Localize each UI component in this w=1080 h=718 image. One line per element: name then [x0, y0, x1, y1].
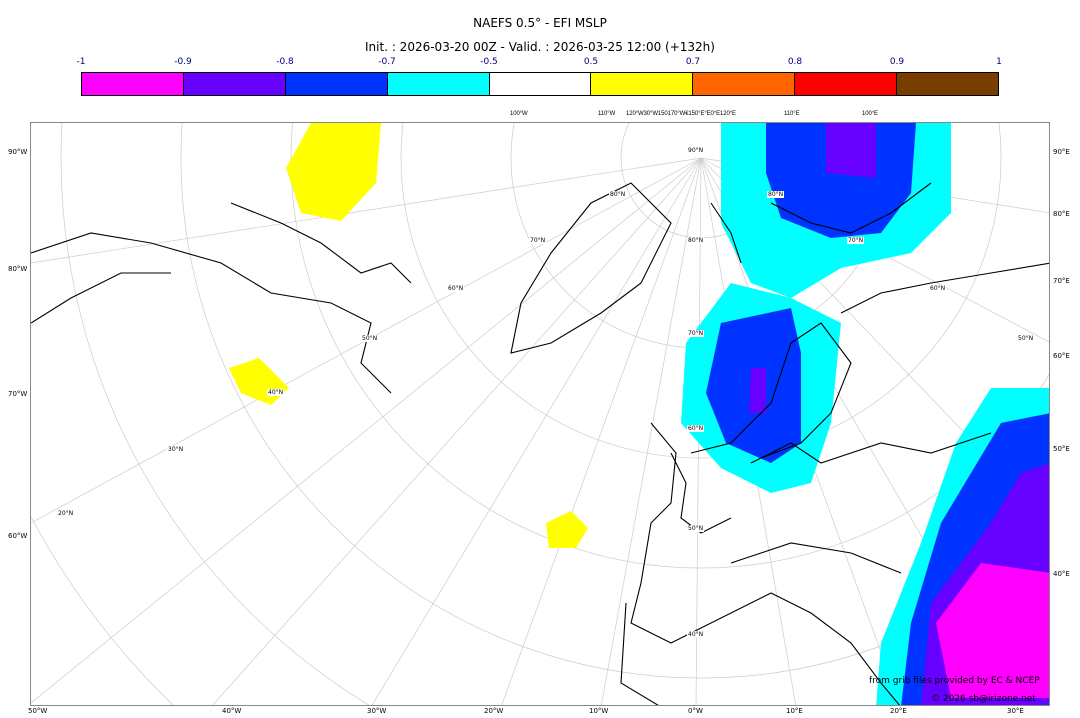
- lat-label: 30°N: [167, 446, 185, 453]
- map-title: NAEFS 0.5° - EFI MSLP: [473, 16, 607, 30]
- colorbar-tick-label: -0.7: [378, 57, 396, 67]
- efi-yellow-region-atlantic-2: [546, 511, 588, 548]
- axis-label-left: 60°W: [8, 532, 28, 540]
- colorbar-tick-label: -1: [76, 57, 86, 67]
- axis-label-top: 110°E: [784, 111, 800, 117]
- lat-label: 40°N: [267, 389, 285, 396]
- axis-label-bottom: 30°W: [367, 707, 387, 715]
- efi-yellow-region-hudson: [286, 123, 381, 221]
- axis-label-right: 60°E: [1053, 352, 1070, 360]
- colorbar-tick-label: 0.5: [583, 57, 599, 67]
- colorbar-tick-label: 0.9: [889, 57, 905, 67]
- efi-magenta-region-east: [936, 563, 1049, 698]
- axis-label-bottom: 0°W: [688, 707, 703, 715]
- axis-label-bottom: 20°W: [484, 707, 504, 715]
- lat-label: 80°N: [767, 191, 785, 198]
- colorbar-segment: [387, 73, 490, 95]
- axis-label-bottom: 30°E: [1007, 707, 1024, 715]
- lat-label: 50°N: [361, 335, 379, 342]
- colorbar-tick-label: 0.8: [787, 57, 803, 67]
- colorbar-tick-label: 1: [996, 57, 1002, 67]
- axis-label-top: 100°W: [510, 111, 528, 117]
- axis-label-top: 110°W: [598, 111, 616, 117]
- axis-label-right: 80°E: [1053, 210, 1070, 218]
- colorbar-segment: [693, 73, 796, 95]
- lat-label: 60°N: [929, 285, 947, 292]
- axis-label-right: 50°E: [1053, 445, 1070, 453]
- colorbar-segment: [82, 73, 184, 95]
- colorbar-segment: [183, 73, 286, 95]
- credit-data-source: from grib files provided by EC & NCEP: [869, 676, 1040, 686]
- axis-label-top: 100°E: [862, 111, 878, 117]
- axis-label-bottom: 20°E: [890, 707, 907, 715]
- credit-copyright: © 2026 sb@irizone.net: [931, 694, 1036, 704]
- axis-label-bottom: 40°W: [222, 707, 242, 715]
- colorbar-segment: [795, 73, 898, 95]
- efi-violet-region-scandinavia: [749, 368, 766, 413]
- lat-label: 40°N: [687, 631, 705, 638]
- lat-label: 90°N: [687, 147, 705, 154]
- lat-label: 70°N: [529, 237, 547, 244]
- axis-label-bottom: 50°W: [28, 707, 48, 715]
- colorbar: [81, 72, 999, 96]
- coastlines: [31, 182, 1049, 705]
- lat-label: 50°N: [687, 525, 705, 532]
- axis-label-right: 70°E: [1053, 277, 1070, 285]
- axis-label-bottom: 10°E: [786, 707, 803, 715]
- lat-label: 80°N: [687, 237, 705, 244]
- lat-label: 60°N: [447, 285, 465, 292]
- colorbar-segment: [591, 73, 694, 95]
- efi-blue-region-north: [766, 123, 916, 238]
- efi-shading: [229, 123, 1049, 705]
- colorbar-tick-label: -0.5: [480, 57, 498, 67]
- lat-label: 50°N: [1017, 335, 1035, 342]
- colorbar-segment: [897, 73, 999, 95]
- axis-label-left: 70°W: [8, 390, 28, 398]
- lat-label: 60°N: [687, 425, 705, 432]
- colorbar-segment: [489, 73, 592, 95]
- axis-label-bottom: 10°W: [589, 707, 609, 715]
- efi-yellow-region-atlantic-1: [229, 358, 289, 405]
- colorbar-tick-label: -0.9: [174, 57, 192, 67]
- axis-label-top: 120°W30°W150170°W€150°E°E0°E120°E: [626, 111, 736, 117]
- axis-label-right: 90°E: [1053, 148, 1070, 156]
- map-canvas: [31, 123, 1049, 705]
- axis-label-right: 40°E: [1053, 570, 1070, 578]
- lat-label: 70°N: [687, 330, 705, 337]
- map-panel: 90°N 80°N 70°N 60°N 50°N 40°N 40°N 30°N …: [30, 122, 1050, 706]
- colorbar-segment: [285, 73, 388, 95]
- lat-label: 70°N: [847, 237, 865, 244]
- axis-label-left: 80°W: [8, 265, 28, 273]
- colorbar-tick-label: -0.8: [276, 57, 294, 67]
- lat-label: 80°N: [609, 191, 627, 198]
- lat-label: 20°N: [57, 510, 75, 517]
- colorbar-tick-label: 0.7: [685, 57, 701, 67]
- axis-label-left: 90°W: [8, 148, 28, 156]
- efi-violet-region-north: [826, 123, 876, 178]
- map-subtitle: Init. : 2026-03-20 00Z - Valid. : 2026-0…: [365, 40, 715, 54]
